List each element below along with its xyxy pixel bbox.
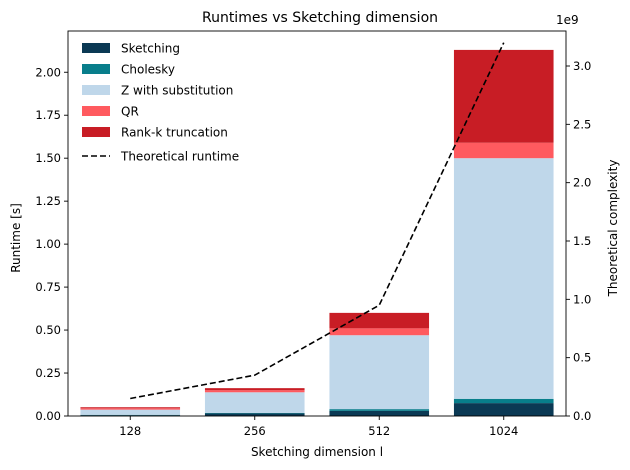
y-tick-label: 0.75 [35,280,61,294]
x-axis: 128 256 512 1024 [119,416,518,438]
y2-axis: 0.0 0.5 1.0 1.5 2.0 2.5 3.0 [566,59,591,423]
bar-z-with-substitution-512 [329,335,430,410]
bar-rank-k-truncation-512 [329,312,430,329]
y-tick-label: 1.75 [35,108,61,122]
bar-cholesky-512 [329,409,430,411]
y2-tick-label: 1.5 [573,234,591,248]
bar-qr-256 [204,390,305,393]
legend-swatch-qr [82,106,110,116]
bar-cholesky-1024 [453,398,554,404]
bar-rank-k-truncation-256 [204,388,305,391]
bar-cholesky-256 [204,412,305,414]
y-tick-label: 0.50 [35,323,61,337]
y-tick-label: 1.00 [35,237,61,251]
legend-label: Sketching [121,42,180,56]
legend-swatch-z-with-substitution [82,85,110,95]
legend-label: Cholesky [121,63,175,77]
y2-tick-label: 0.5 [573,351,591,365]
y-axis: 0.00 0.25 0.50 0.75 1.00 1.25 1.50 1.75 2.00 [35,65,68,423]
y2-tick-label: 2.0 [573,176,591,190]
bar-z-with-substitution-128 [80,409,181,415]
bar-qr-512 [329,328,430,336]
bar-rank-k-truncation-1024 [453,49,554,143]
legend-swatch-cholesky [82,64,110,74]
y2-tick-label: 2.5 [573,117,591,131]
plot-area [67,30,567,417]
legend: Sketching Cholesky Z with substitution QR Ra… [82,42,239,164]
x-tick-label: 512 [368,424,390,438]
x-tick-label: 1024 [489,424,518,438]
y2-tick-label: 0.0 [573,409,591,423]
chart-title: Runtimes vs Sketching dimension [202,10,438,26]
bar-z-with-substitution-256 [204,392,305,413]
y2-tick-label: 1.0 [573,292,591,306]
y2-axis-multiplier: 1e9 [556,13,579,27]
x-axis-label: Sketching dimension l [251,445,383,459]
y-tick-label: 0.25 [35,366,61,380]
y-axis-label: Runtime [s] [9,203,23,273]
y2-axis-label: Theoretical complexity [606,160,620,298]
y-tick-label: 1.25 [35,194,61,208]
theoretical-runtime-line [130,42,505,400]
bar-qr-128 [80,408,181,410]
legend-label: Theoretical runtime [120,150,239,164]
legend-label: Rank-k truncation [121,126,228,140]
legend-swatch-sketching [82,43,110,53]
bar-sketching-256 [204,413,305,416]
bar-rank-k-truncation-128 [80,407,181,409]
y-tick-label: 1.50 [35,151,61,165]
legend-label: Z with substitution [121,84,233,98]
y-tick-label: 2.00 [35,65,61,79]
bar-sketching-512 [329,410,430,416]
plot-frame [67,30,567,417]
legend-label: QR [121,105,139,119]
x-tick-label: 128 [119,424,141,438]
bar-sketching-1024 [453,403,554,416]
y2-tick-label: 3.0 [573,59,591,73]
legend-swatch-rank-k-truncation [82,127,110,137]
bar-z-with-substitution-1024 [453,158,554,399]
y-tick-label: 0.00 [35,409,61,423]
bar-qr-1024 [453,142,554,159]
x-tick-label: 256 [244,424,266,438]
